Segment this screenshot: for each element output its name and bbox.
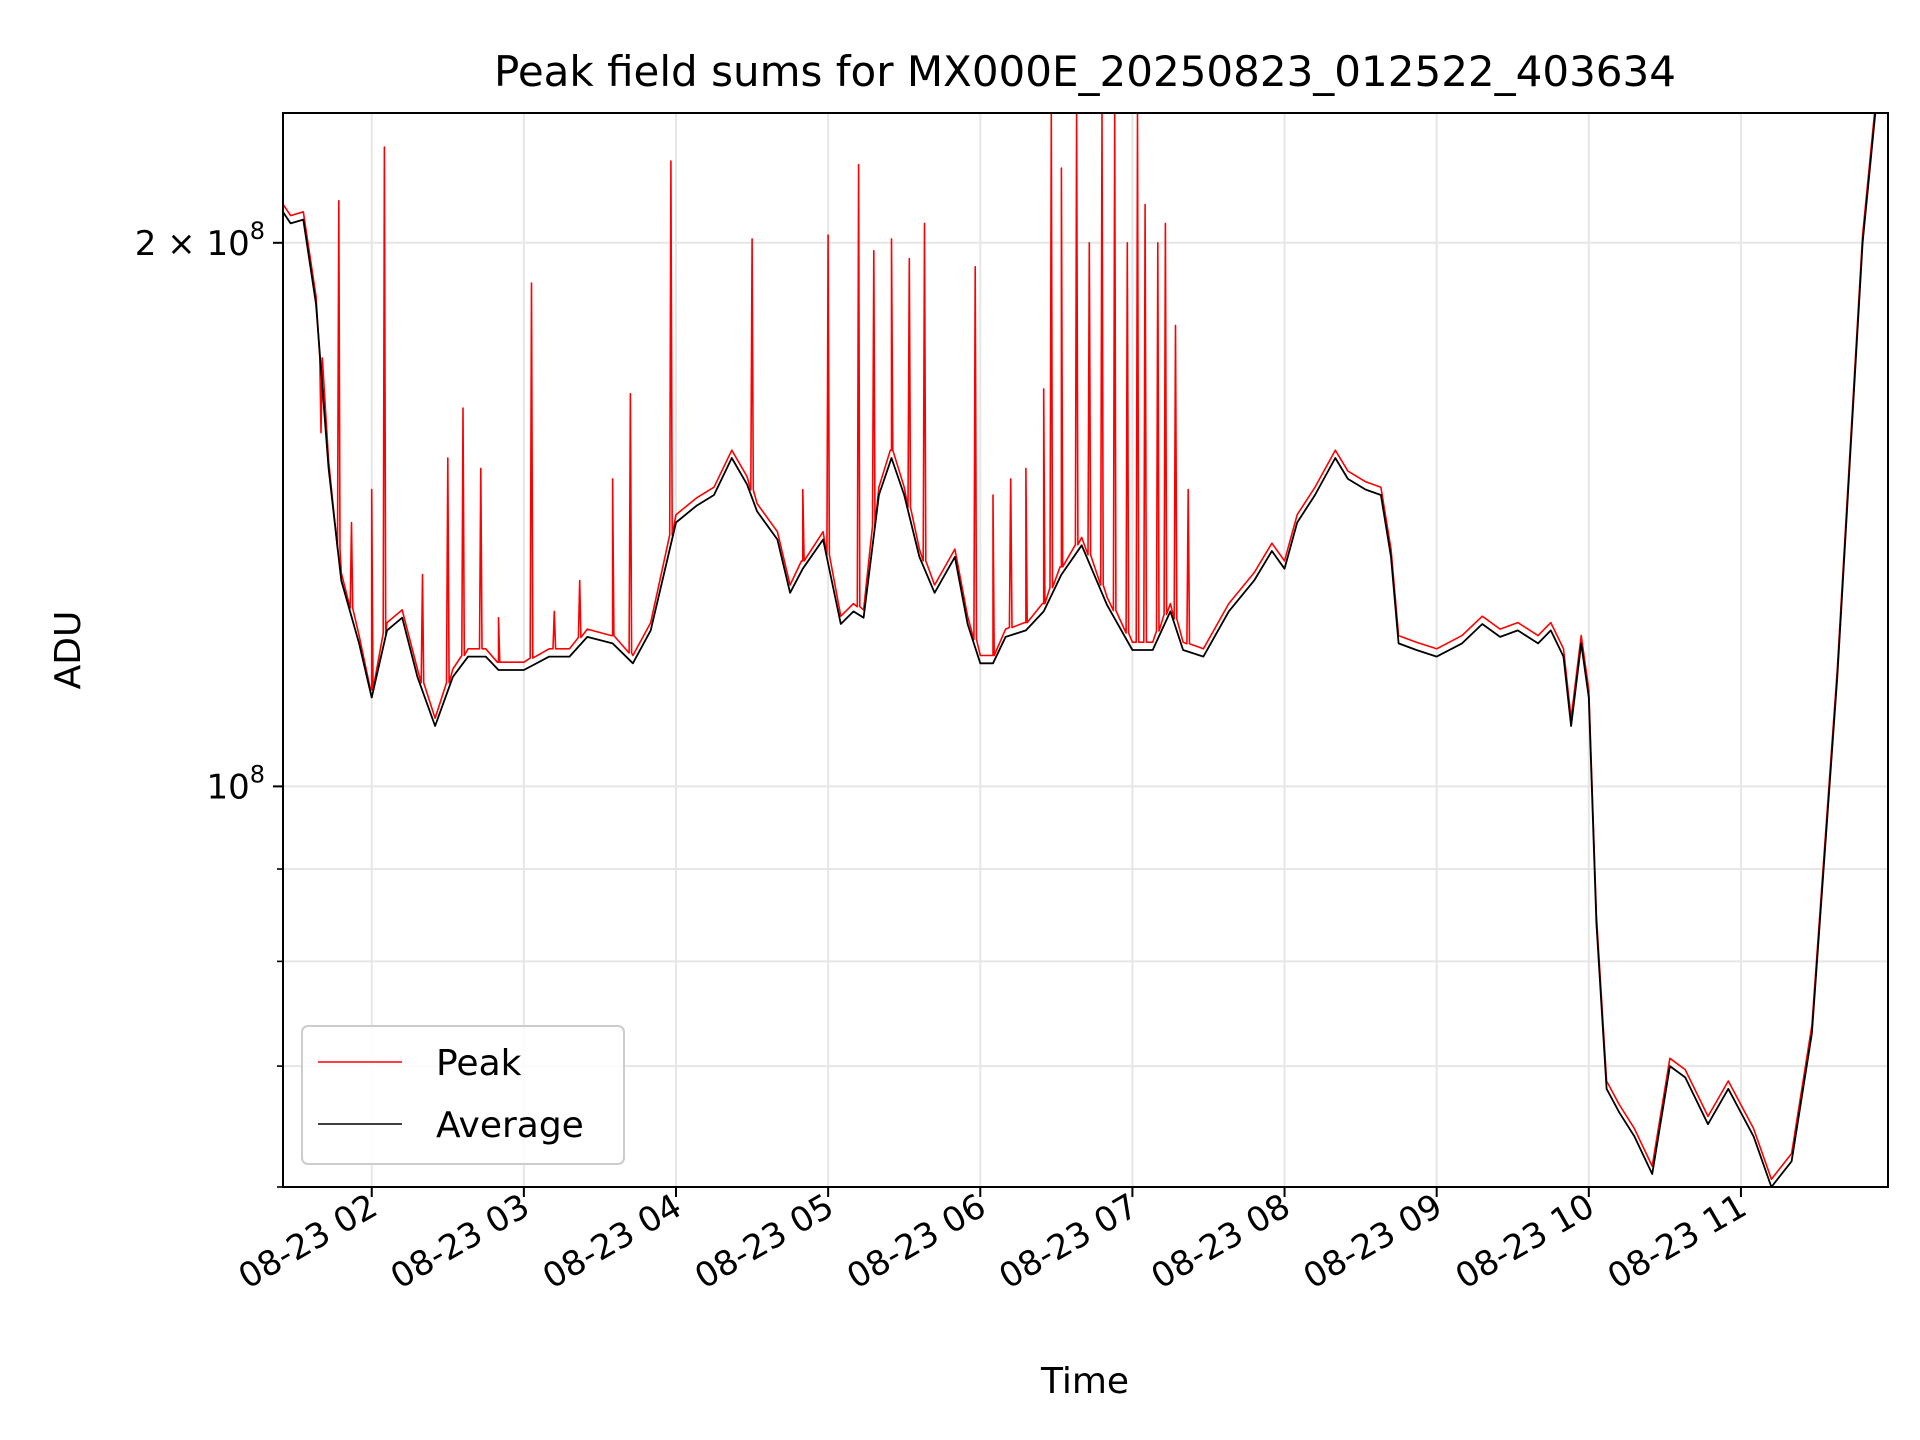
y-tick-base: 10 xyxy=(206,767,249,807)
x-tick-label: 08-23 02 xyxy=(232,1186,384,1297)
axes-frame xyxy=(282,112,1889,1188)
peak-series-line xyxy=(283,113,1876,1180)
plot-area xyxy=(283,113,1888,1187)
average-series-line xyxy=(283,113,1888,1187)
y-tick-exponent: 8 xyxy=(250,760,265,788)
legend: Peak Average xyxy=(301,1025,625,1165)
chart-title: Peak field sums for MX000E_20250823_0125… xyxy=(494,47,1676,96)
x-tick-label: 08-23 05 xyxy=(688,1186,840,1297)
x-tick-label: 08-23 11 xyxy=(1601,1186,1753,1297)
y-tick-base: 2 × 10 xyxy=(135,224,250,264)
y-tick-exponent: 8 xyxy=(250,217,265,245)
x-tick-label: 08-23 06 xyxy=(840,1186,992,1297)
x-tick-label: 08-23 08 xyxy=(1145,1186,1297,1297)
x-tick-label: 08-23 03 xyxy=(384,1186,536,1297)
x-axis-label: Time xyxy=(1040,1361,1129,1402)
legend-peak-label: Peak xyxy=(436,1043,522,1084)
x-tick-label: 08-23 07 xyxy=(993,1186,1145,1297)
x-tick-label: 08-23 04 xyxy=(536,1186,688,1297)
legend-average-label: Average xyxy=(436,1105,584,1146)
y-axis-label: ADU xyxy=(48,611,89,690)
y-tick-label: 2 × 108 xyxy=(135,217,265,264)
y-tick-label: 108 xyxy=(206,760,265,807)
x-tick-label: 08-23 09 xyxy=(1297,1186,1449,1297)
legend-box xyxy=(301,1025,625,1165)
x-tick-label: 08-23 10 xyxy=(1449,1186,1601,1297)
